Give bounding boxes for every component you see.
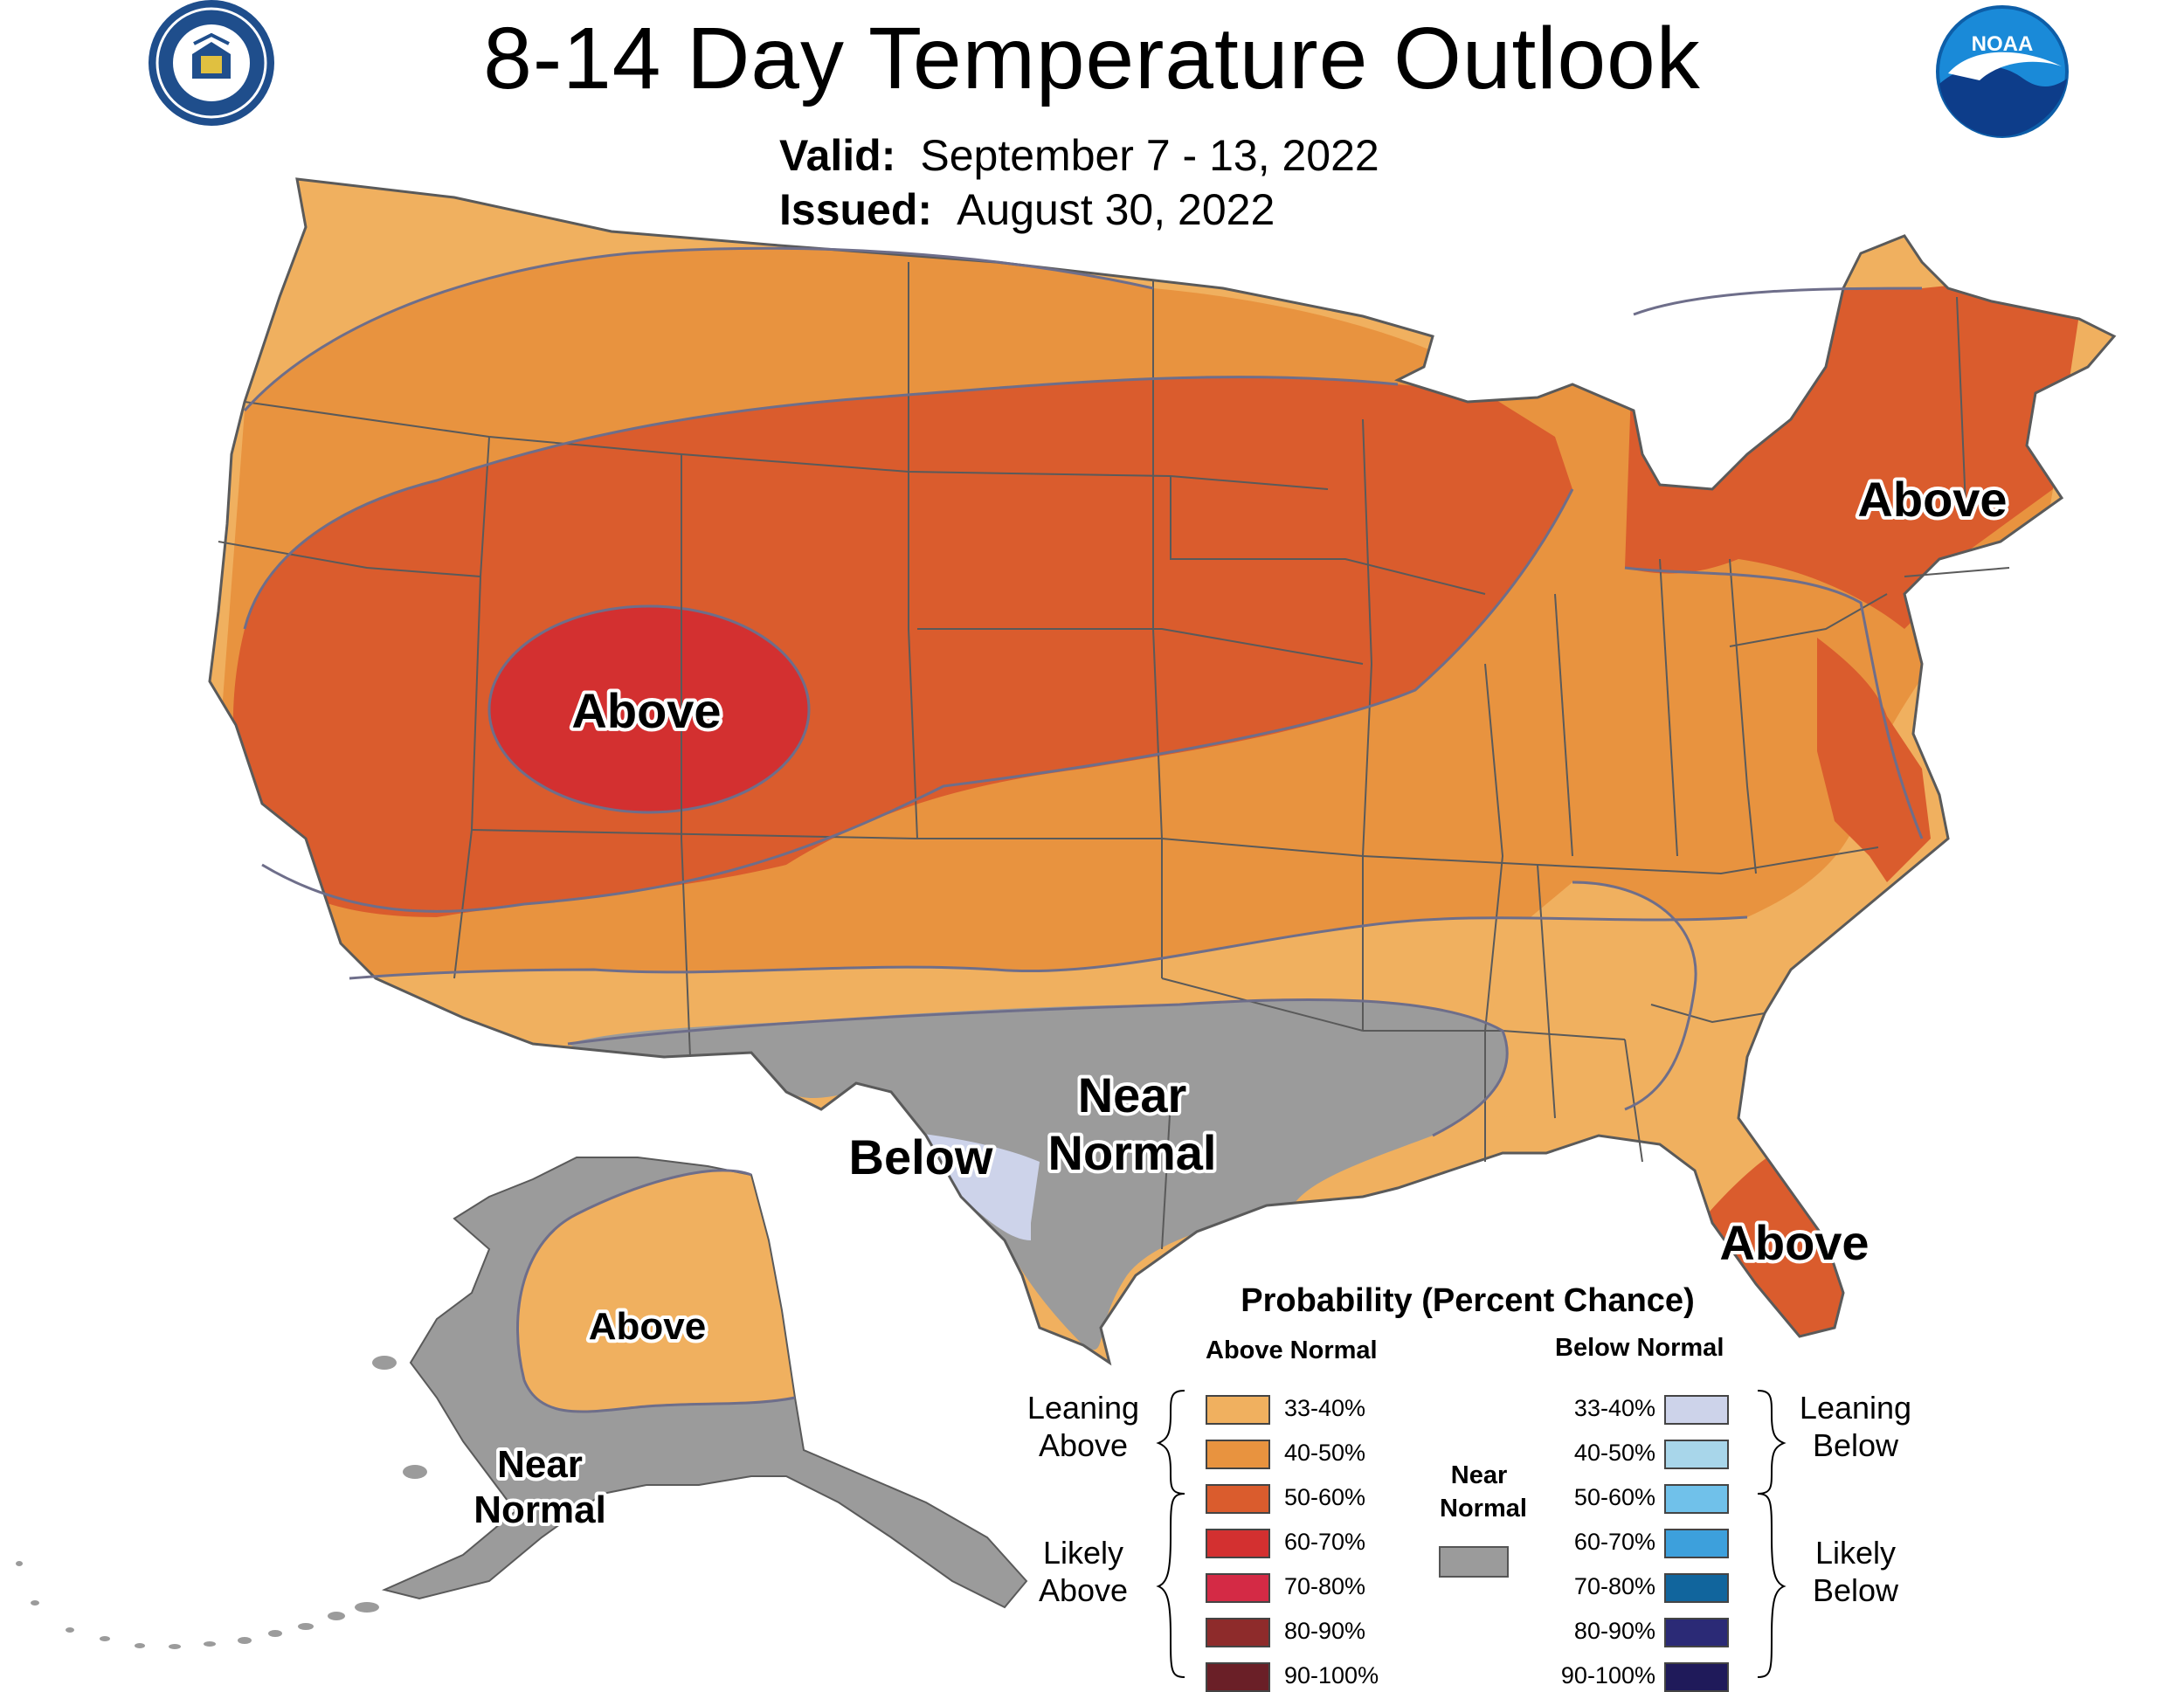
label-above-southwest: Above bbox=[571, 683, 721, 738]
legend-swatch-above-40-50 bbox=[1206, 1440, 1270, 1469]
legend-label-below-60-70: 60-70% bbox=[1573, 1529, 1655, 1555]
legend-near-normal-header: Near Normal bbox=[1440, 1459, 1527, 1525]
leaning-below-line1: Leaning bbox=[1799, 1390, 1912, 1426]
leaning-above-line2: Above bbox=[1038, 1427, 1129, 1463]
legend-swatch-below-80-90 bbox=[1664, 1618, 1729, 1647]
label-above-northeast: Above bbox=[1857, 472, 2007, 527]
label-near-normal-alaska-line2: Normal bbox=[473, 1488, 606, 1531]
conus bbox=[210, 179, 2114, 1363]
legend-swatch-below-70-80 bbox=[1664, 1573, 1729, 1603]
legend-label-below-90-100: 90-100% bbox=[1560, 1662, 1655, 1689]
alaska bbox=[384, 1157, 1026, 1607]
likely-above-line2: Above bbox=[1038, 1572, 1129, 1608]
likely-below-line1: Likely bbox=[1814, 1535, 1897, 1571]
likely-above-line1: Likely bbox=[1042, 1535, 1124, 1571]
legend-label-above-33-40: 33-40% bbox=[1284, 1395, 1366, 1421]
legend-label-above-70-80: 70-80% bbox=[1284, 1573, 1366, 1599]
map-title: 8-14 Day Temperature Outlook bbox=[483, 10, 1701, 107]
near-header-line2: Normal bbox=[1440, 1495, 1527, 1523]
legend-label-above-50-60: 50-60% bbox=[1284, 1484, 1366, 1510]
map-labels: Above Above Above Below Near Normal Abov… bbox=[470, 468, 2010, 1535]
label-below-texas: Below bbox=[849, 1129, 993, 1184]
legend-label-below-40-50: 40-50% bbox=[1573, 1440, 1655, 1466]
region-above-60-70 bbox=[487, 604, 811, 814]
near-header-line1: Near bbox=[1450, 1461, 1508, 1489]
legend-swatch-above-50-60 bbox=[1206, 1484, 1270, 1514]
legend-below-normal-header: Below Normal bbox=[1555, 1334, 1724, 1362]
legend-swatch-below-33-40 bbox=[1664, 1395, 1729, 1425]
legend-label-above-60-70: 60-70% bbox=[1284, 1529, 1366, 1555]
likely-below-line2: Below bbox=[1812, 1572, 1899, 1608]
alaska-outline bbox=[381, 1157, 1028, 1609]
conus-contours bbox=[243, 246, 1924, 1137]
legend-swatch-below-50-60 bbox=[1664, 1484, 1729, 1514]
legend-leaning-below: Leaning Below bbox=[1794, 1389, 1917, 1464]
valid-value: September 7 - 13, 2022 bbox=[920, 131, 1379, 180]
legend-label-above-90-100: 90-100% bbox=[1284, 1662, 1379, 1689]
valid-dates: Valid: September 7 - 13, 2022 bbox=[779, 131, 1379, 180]
legend-label-above-40-50: 40-50% bbox=[1284, 1440, 1366, 1466]
label-near-normal-alaska-line1: Near bbox=[497, 1443, 583, 1486]
noaa-logo-text: NOAA bbox=[1972, 32, 2034, 56]
alaska-above bbox=[517, 1171, 795, 1412]
legend-likely-below: Likely Below bbox=[1794, 1534, 1917, 1609]
label-above-florida: Above bbox=[1719, 1215, 1869, 1270]
doc-seal-icon bbox=[149, 0, 274, 126]
legend-label-below-50-60: 50-60% bbox=[1573, 1484, 1655, 1510]
legend-swatch-below-60-70 bbox=[1664, 1529, 1729, 1558]
legend-label-below-33-40: 33-40% bbox=[1573, 1395, 1655, 1421]
legend-braces bbox=[1156, 1390, 1787, 1678]
leaning-below-line2: Below bbox=[1812, 1427, 1899, 1463]
legend-above-normal-header: Above Normal bbox=[1206, 1336, 1378, 1364]
legend-swatch-above-33-40 bbox=[1206, 1395, 1270, 1425]
conus-boundaries bbox=[208, 177, 2117, 1366]
legend-swatch-above-80-90 bbox=[1206, 1618, 1270, 1647]
alaska-contour bbox=[516, 1169, 796, 1413]
issued-value: August 30, 2022 bbox=[957, 185, 1275, 234]
legend-swatch-below-40-50 bbox=[1664, 1440, 1729, 1469]
label-near-normal-texas-line1: Near bbox=[1078, 1067, 1187, 1122]
aleutian-islands bbox=[16, 1356, 427, 1649]
region-above-33-40-southeast bbox=[1480, 882, 1697, 1118]
legend-likely-above: Likely Above bbox=[1022, 1534, 1144, 1609]
legend-label-below-80-90: 80-90% bbox=[1573, 1618, 1655, 1644]
great-lakes bbox=[1363, 262, 1433, 316]
label-near-normal-texas-line2: Normal bbox=[1048, 1125, 1217, 1180]
noaa-logo-icon: NOAA bbox=[1936, 5, 2069, 138]
legend-title: Probability (Percent Chance) bbox=[1241, 1282, 1695, 1319]
issued-date: Issued: August 30, 2022 bbox=[779, 185, 1275, 234]
valid-label: Valid: bbox=[779, 131, 896, 180]
leaning-above-line1: Leaning bbox=[1026, 1390, 1140, 1426]
label-above-alaska: Above bbox=[589, 1305, 706, 1348]
legend-swatch-near-normal bbox=[1439, 1546, 1509, 1578]
region-above-50-60-midatlantic bbox=[1817, 638, 1931, 882]
legend-label-below-70-80: 70-80% bbox=[1573, 1573, 1655, 1599]
legend-label-above-80-90: 80-90% bbox=[1284, 1618, 1366, 1644]
legend-swatch-above-60-70 bbox=[1206, 1529, 1270, 1558]
legend-swatch-above-70-80 bbox=[1206, 1573, 1270, 1603]
legend-swatch-below-90-100 bbox=[1664, 1662, 1729, 1692]
issued-label: Issued: bbox=[779, 185, 933, 234]
legend-leaning-above: Leaning Above bbox=[1022, 1389, 1144, 1464]
